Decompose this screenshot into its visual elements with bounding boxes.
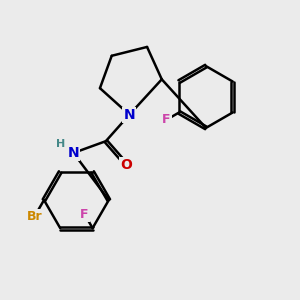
- Text: O: O: [121, 158, 132, 172]
- Text: F: F: [80, 208, 89, 220]
- Text: N: N: [124, 108, 135, 122]
- Text: F: F: [162, 113, 171, 126]
- Text: H: H: [56, 139, 66, 148]
- Text: N: N: [68, 146, 79, 160]
- Text: Br: Br: [27, 210, 42, 223]
